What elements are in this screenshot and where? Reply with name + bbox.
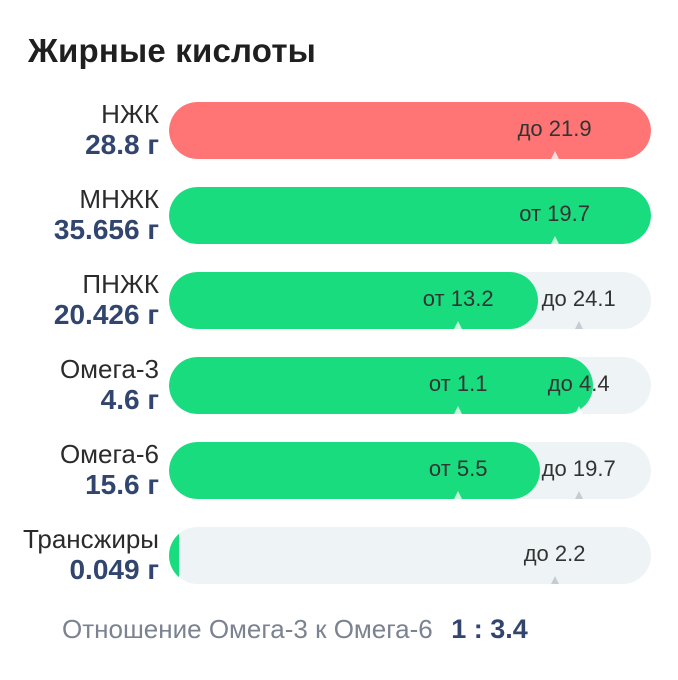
row-label: МНЖК 35.656 г xyxy=(53,184,159,246)
fatty-acid-row: МНЖК 35.656 г от 19.7 xyxy=(0,185,678,245)
omega-ratio-value: 1 : 3.4 xyxy=(451,614,528,644)
nutrient-name: Трансжиры xyxy=(22,524,159,554)
row-label: НЖК 28.8 г xyxy=(85,99,159,161)
row-label: Трансжиры 0.049 г xyxy=(22,524,159,586)
range-marker-icon xyxy=(574,491,583,499)
progress-fill xyxy=(169,187,651,244)
range-marker-icon xyxy=(454,321,463,329)
nutrient-name: МНЖК xyxy=(79,184,159,214)
nutrient-name: НЖК xyxy=(101,99,159,129)
range-marker-label: от 5.5 xyxy=(428,456,488,481)
progress-fill xyxy=(169,442,541,499)
range-marker-label: от 13.2 xyxy=(422,286,494,311)
nutrient-name: ПНЖК xyxy=(82,269,159,299)
progress-fill xyxy=(169,527,179,584)
range-marker-label: до 24.1 xyxy=(541,286,616,311)
omega-ratio: Отношение Омега-3 к Омега-6 1 : 3.4 xyxy=(62,614,528,645)
range-marker-label: до 4.4 xyxy=(547,371,610,396)
row-label: ПНЖК 20.426 г xyxy=(53,269,159,331)
progress-track: от 19.7 xyxy=(169,187,651,244)
nutrient-amount: 15.6 г xyxy=(85,469,159,500)
nutrient-amount: 35.656 г xyxy=(53,214,159,245)
range-marker-label: от 19.7 xyxy=(519,201,590,226)
range-marker-icon xyxy=(454,491,463,499)
progress-track: до 2.2 xyxy=(169,527,651,584)
progress-fill xyxy=(169,102,651,159)
nutrient-amount: 4.6 г xyxy=(100,384,159,415)
progress-track: до 21.9 xyxy=(169,102,651,159)
progress-track: от 5.5 до 19.7 xyxy=(169,442,651,499)
omega-ratio-label: Отношение Омега-3 к Омега-6 xyxy=(62,614,433,644)
range-marker-icon xyxy=(574,321,583,329)
nutrient-name: Омега-6 xyxy=(59,439,159,469)
progress-track: от 1.1 до 4.4 xyxy=(169,357,651,414)
row-label: Омега-3 4.6 г xyxy=(59,354,159,416)
range-marker-label: до 21.9 xyxy=(517,116,592,141)
row-label: Омега-6 15.6 г xyxy=(59,439,159,501)
nutrient-amount: 28.8 г xyxy=(85,129,159,160)
fatty-acid-row: Омега-6 15.6 г от 5.5 до 19.7 xyxy=(0,440,678,500)
range-marker-label: от 1.1 xyxy=(428,371,488,396)
progress-fill xyxy=(169,272,538,329)
progress-fill xyxy=(169,357,594,414)
progress-track: от 13.2 до 24.1 xyxy=(169,272,651,329)
range-marker-icon xyxy=(550,236,559,244)
range-marker-label: до 2.2 xyxy=(523,541,586,566)
range-marker-icon xyxy=(574,406,583,414)
fatty-acid-row: Трансжиры 0.049 г до 2.2 xyxy=(0,525,678,585)
fatty-acid-row: ПНЖК 20.426 г от 13.2 до 24.1 xyxy=(0,270,678,330)
card-title: Жирные кислоты xyxy=(28,32,317,69)
nutrient-amount: 0.049 г xyxy=(69,554,159,585)
range-marker-icon xyxy=(454,406,463,414)
nutrient-name: Омега-3 xyxy=(59,354,159,384)
fatty-acid-row: Омега-3 4.6 г от 1.1 до 4.4 xyxy=(0,355,678,415)
fatty-acid-row: НЖК 28.8 г до 21.9 xyxy=(0,100,678,160)
range-marker-label: до 19.7 xyxy=(541,456,616,481)
range-marker-icon xyxy=(550,576,559,584)
nutrient-amount: 20.426 г xyxy=(53,299,159,330)
range-marker-icon xyxy=(550,151,559,159)
